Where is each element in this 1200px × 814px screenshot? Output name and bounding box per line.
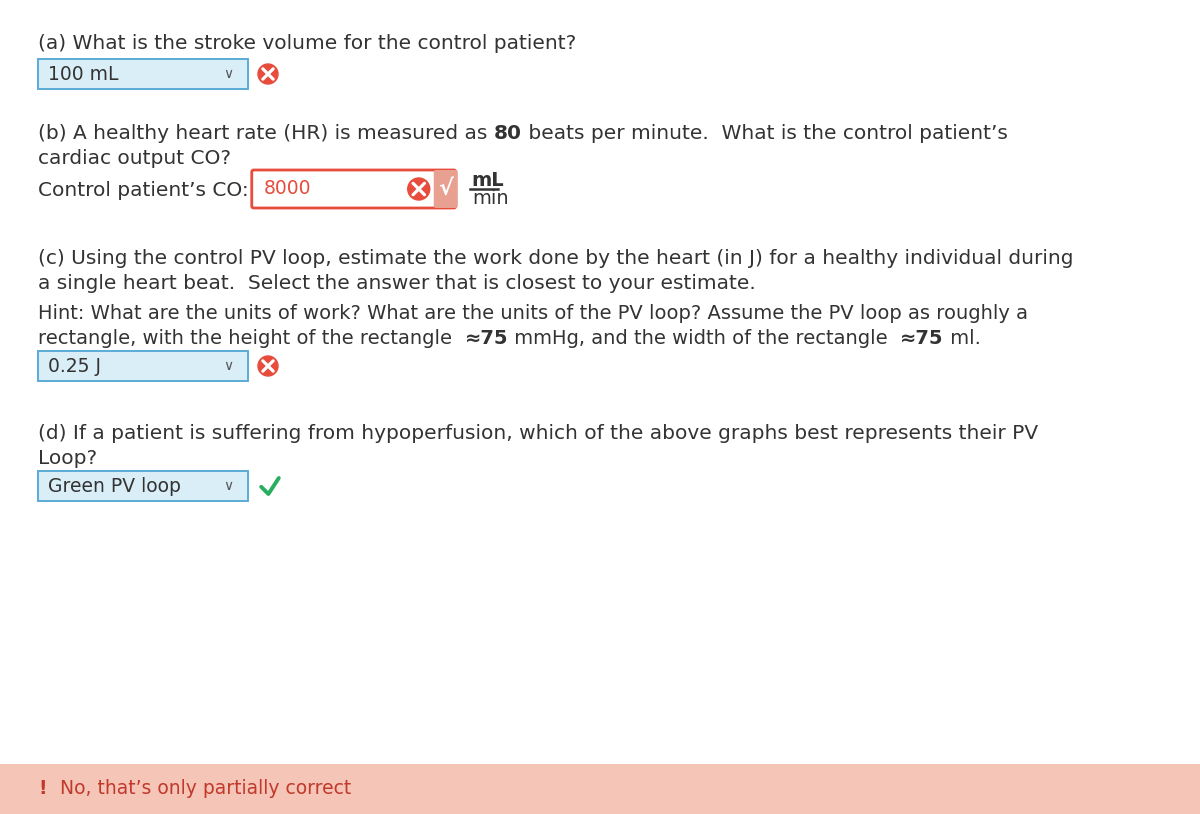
Text: (b) A healthy heart rate (HR) is measured as: (b) A healthy heart rate (HR) is measure… bbox=[38, 124, 493, 143]
FancyBboxPatch shape bbox=[252, 170, 456, 208]
Text: rectangle, with the height of the rectangle: rectangle, with the height of the rectan… bbox=[38, 329, 464, 348]
Text: Hint: What are the units of work? What are the units of the PV loop? Assume the : Hint: What are the units of work? What a… bbox=[38, 304, 1028, 323]
Text: ∨: ∨ bbox=[223, 359, 233, 373]
Text: mmHg, and the width of the rectangle: mmHg, and the width of the rectangle bbox=[508, 329, 900, 348]
FancyBboxPatch shape bbox=[433, 170, 457, 208]
Text: 80: 80 bbox=[493, 124, 522, 143]
Text: Control patient’s CO:: Control patient’s CO: bbox=[38, 181, 248, 200]
Text: !: ! bbox=[38, 780, 47, 799]
Text: ml.: ml. bbox=[943, 329, 980, 348]
Text: ≈75: ≈75 bbox=[464, 329, 508, 348]
Text: a single heart beat.  Select the answer that is closest to your estimate.: a single heart beat. Select the answer t… bbox=[38, 274, 756, 293]
Text: ∨: ∨ bbox=[223, 479, 233, 493]
FancyBboxPatch shape bbox=[0, 764, 1200, 814]
Circle shape bbox=[258, 356, 278, 376]
Text: cardiac output CO?: cardiac output CO? bbox=[38, 149, 230, 168]
Text: ∨: ∨ bbox=[223, 67, 233, 81]
FancyBboxPatch shape bbox=[38, 471, 248, 501]
Text: beats per minute.  What is the control patient’s: beats per minute. What is the control pa… bbox=[522, 124, 1008, 143]
Text: 0.25 J: 0.25 J bbox=[48, 357, 101, 375]
Text: Green PV loop: Green PV loop bbox=[48, 476, 181, 496]
Text: √: √ bbox=[438, 179, 454, 199]
FancyBboxPatch shape bbox=[38, 59, 248, 89]
Text: 100 mL: 100 mL bbox=[48, 64, 119, 84]
Text: (d) If a patient is suffering from hypoperfusion, which of the above graphs best: (d) If a patient is suffering from hypop… bbox=[38, 424, 1038, 443]
Text: Loop?: Loop? bbox=[38, 449, 97, 468]
FancyBboxPatch shape bbox=[38, 351, 248, 381]
Text: No, that’s only partially correct: No, that’s only partially correct bbox=[60, 780, 352, 799]
Text: mL: mL bbox=[472, 172, 504, 190]
Circle shape bbox=[408, 178, 430, 200]
Circle shape bbox=[258, 64, 278, 84]
Text: ≈75: ≈75 bbox=[900, 329, 943, 348]
Text: min: min bbox=[472, 190, 509, 208]
Text: 8000: 8000 bbox=[264, 180, 311, 199]
Text: (c) Using the control PV loop, estimate the work done by the heart (in J) for a : (c) Using the control PV loop, estimate … bbox=[38, 249, 1074, 268]
Text: (a) What is the stroke volume for the control patient?: (a) What is the stroke volume for the co… bbox=[38, 34, 576, 53]
